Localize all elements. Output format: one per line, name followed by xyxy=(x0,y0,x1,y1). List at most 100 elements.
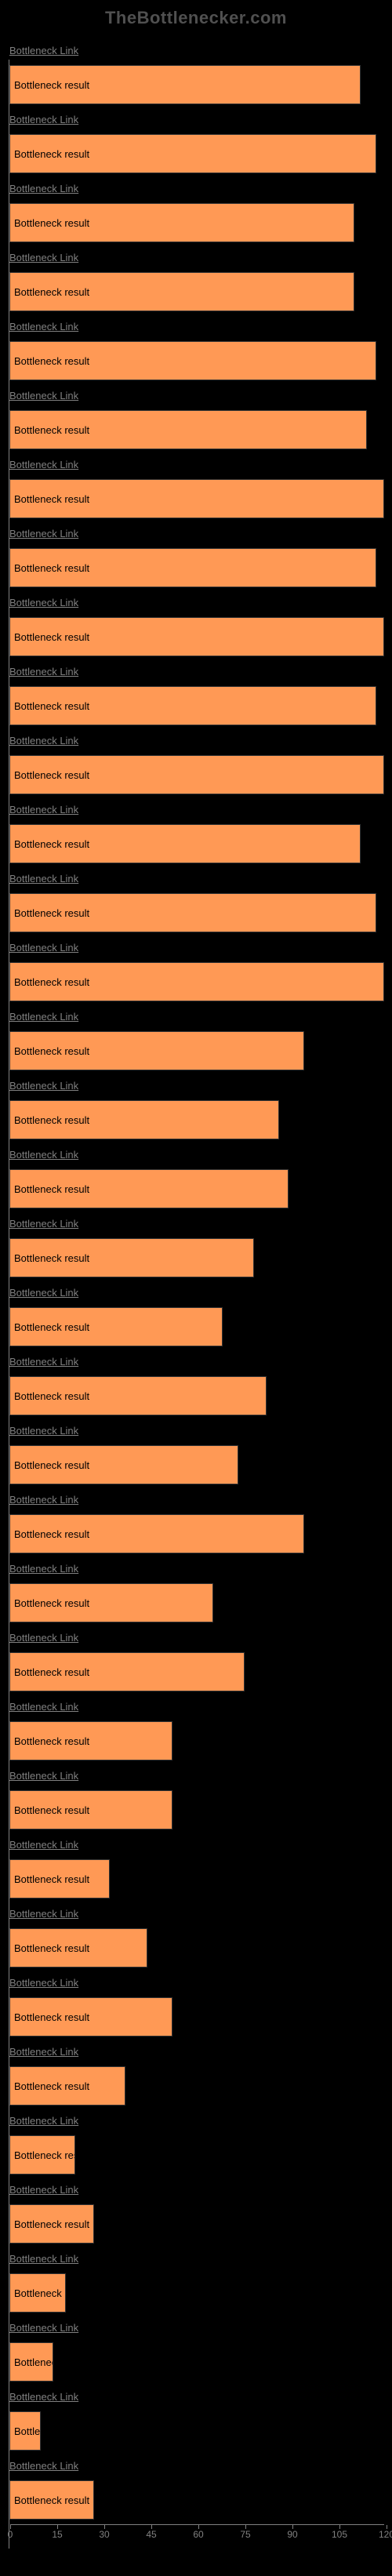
bar-link-label[interactable]: Bottleneck Link xyxy=(9,1563,78,1575)
chart-bar: Bottleneck result xyxy=(9,2411,41,2451)
bar-link-label[interactable]: Bottleneck Link xyxy=(9,2460,78,2472)
chart-bar: Bottleneck result xyxy=(9,1859,110,1898)
chart-bar: Bottleneck result xyxy=(9,272,354,311)
bar-row: Bottleneck LinkBottleneck result xyxy=(9,385,384,454)
chart-bar: Bottleneck result xyxy=(9,1790,172,1829)
bar-link-label[interactable]: Bottleneck Link xyxy=(9,1149,78,1161)
chart-bar: Bottleneck result xyxy=(9,2135,75,2175)
chart-bar: Bottleneck result xyxy=(9,1307,223,1346)
bar-row: Bottleneck LinkBottleneck result xyxy=(9,868,384,937)
x-axis-label: 30 xyxy=(99,2529,109,2540)
bar-row: Bottleneck Link Bottleneck result xyxy=(9,661,384,730)
chart-bar: Bottleneck result xyxy=(9,2342,53,2382)
bar-row: Bottleneck LinkBottleneck result xyxy=(9,2248,384,2317)
bar-row: Bottleneck Link Bottleneck result xyxy=(9,2317,384,2386)
chart-bar: Bottleneck result xyxy=(9,686,376,725)
bar-link-label[interactable]: Bottleneck Link xyxy=(9,321,78,332)
bar-row: Bottleneck LinkBottleneck result xyxy=(9,1144,384,1213)
bar-link-label[interactable]: Bottleneck Link xyxy=(9,1080,78,1092)
bar-link-label[interactable]: Bottleneck Link xyxy=(9,1977,78,1989)
chart-bar: Bottleneck result xyxy=(9,1997,172,2036)
bar-row: Bottleneck Link Bottleneck result xyxy=(9,1351,384,1420)
watermark-text: TheBottlenecker.com xyxy=(8,8,384,28)
bar-link-label[interactable]: Bottleneck Link xyxy=(9,1287,78,1299)
bar-link-label[interactable]: Bottleneck Link xyxy=(9,1356,78,1368)
bar-row: Bottleneck Link Bottleneck result xyxy=(9,937,384,1006)
bar-link-label[interactable]: Bottleneck Link xyxy=(9,2046,78,2058)
bar-link-label[interactable]: Bottleneck Link xyxy=(9,666,78,678)
bar-link-label[interactable]: Bottleneck Link xyxy=(9,942,78,954)
chart-bar: Bottleneck result xyxy=(9,65,361,104)
bar-link-label[interactable]: Bottleneck Link xyxy=(9,528,78,540)
chart-bar: Bottleneck result xyxy=(9,617,384,656)
bar-row: Bottleneck Link Bottleneck result xyxy=(9,592,384,661)
x-axis-label: 105 xyxy=(332,2529,347,2540)
chart-bar: Bottleneck result xyxy=(9,2204,94,2244)
bar-row: Bottleneck Link Bottleneck result xyxy=(9,2455,384,2524)
bar-row: Bottleneck Link Bottleneck result xyxy=(9,1696,384,1765)
bar-row: Bottleneck Link Bottleneck result xyxy=(9,1972,384,2041)
bars-container: Bottleneck Link Bottleneck result Bottlene… xyxy=(9,40,384,2524)
bar-link-label[interactable]: Bottleneck Link xyxy=(9,1632,78,1644)
bar-link-label[interactable]: Bottleneck Link xyxy=(9,1908,78,1920)
chart-bar: Bottleneck result xyxy=(9,479,384,518)
x-axis-label: 0 xyxy=(8,2529,13,2540)
bar-link-label[interactable]: Bottleneck Link xyxy=(9,804,78,816)
x-axis-labels: 0153045607590105120 xyxy=(9,2529,384,2545)
bar-link-label[interactable]: Bottleneck Link xyxy=(9,873,78,885)
bar-link-label[interactable]: Bottleneck Link xyxy=(9,45,78,56)
bar-link-label[interactable]: Bottleneck Link xyxy=(9,1425,78,1437)
chart-bar: Bottleneck result xyxy=(9,1376,267,1415)
chart-bar: Bottleneck result xyxy=(9,755,384,794)
bar-link-label[interactable]: Bottleneck Link xyxy=(9,2391,78,2403)
bar-row: Bottleneck LinkBottleneck result xyxy=(9,2041,384,2110)
bar-row: Bottleneck Link Bottleneck result xyxy=(9,1558,384,1627)
chart-bar: Bottleneck result xyxy=(9,1583,213,1622)
bar-row: Bottleneck Link Bottleneck result xyxy=(9,1489,384,1558)
chart-bar: Bottleneck result xyxy=(9,341,376,380)
bar-link-label[interactable]: Bottleneck Link xyxy=(9,2184,78,2196)
bar-row: Bottleneck Link Bottleneck result xyxy=(9,1627,384,1696)
bar-row: Bottleneck Link Bottleneck result xyxy=(9,1834,384,1903)
x-axis-label: 75 xyxy=(240,2529,250,2540)
bar-link-label[interactable]: Bottleneck Link xyxy=(9,2322,78,2334)
bar-row: Bottleneck Link Bottleneck result xyxy=(9,40,384,109)
chart-bar: Bottleneck result xyxy=(9,2480,94,2520)
bar-link-label[interactable]: Bottleneck Link xyxy=(9,114,78,125)
chart-bar: Bottleneck result xyxy=(9,1031,304,1070)
bar-link-label[interactable]: Bottleneck Link xyxy=(9,735,78,747)
bar-link-label[interactable]: Bottleneck Link xyxy=(9,1770,78,1782)
bar-link-label[interactable]: Bottleneck Link xyxy=(9,2115,78,2127)
bar-link-label[interactable]: Bottleneck Link xyxy=(9,1839,78,1851)
bar-row: Bottleneck Link Bottleneck result xyxy=(9,109,384,178)
chart-bar: Bottleneck result xyxy=(9,1928,147,1967)
bar-link-label[interactable]: Bottleneck Link xyxy=(9,459,78,471)
chart-bar: Bottleneck result xyxy=(9,1652,245,1691)
bar-link-label[interactable]: Bottleneck Link xyxy=(9,183,78,194)
chart-bar: Bottleneck result xyxy=(9,134,376,173)
bar-link-label[interactable]: Bottleneck Link xyxy=(9,1701,78,1713)
bar-link-label[interactable]: Bottleneck Link xyxy=(9,1011,78,1023)
chart-bar: Bottleneck result xyxy=(9,1514,304,1553)
bar-row: Bottleneck Link Bottleneck result xyxy=(9,2179,384,2248)
bar-link-label[interactable]: Bottleneck Link xyxy=(9,597,78,609)
bar-row: Bottleneck Link Bottleneck result xyxy=(9,1006,384,1075)
bar-row: Bottleneck LinkBottleneck result xyxy=(9,1213,384,1282)
x-axis-label: 15 xyxy=(52,2529,62,2540)
chart-bar: Bottleneck result xyxy=(9,1445,238,1484)
chart-bar: Bottleneck result xyxy=(9,1100,279,1139)
bar-row: Bottleneck Link Bottleneck result xyxy=(9,1903,384,1972)
chart-bar: Bottleneck result xyxy=(9,962,384,1001)
chart-bar: Bottleneck result xyxy=(9,1721,172,1760)
bar-row: Bottleneck Link Bottleneck result xyxy=(9,730,384,799)
bar-row: Bottleneck Link Bottleneck result xyxy=(9,454,384,523)
bar-link-label[interactable]: Bottleneck Link xyxy=(9,1218,78,1230)
bar-row: Bottleneck Link Bottleneck result xyxy=(9,1075,384,1144)
bar-link-label[interactable]: Bottleneck Link xyxy=(9,390,78,401)
x-axis-label: 90 xyxy=(287,2529,297,2540)
bar-link-label[interactable]: Bottleneck Link xyxy=(9,2253,78,2265)
bar-link-label[interactable]: Bottleneck Link xyxy=(9,1494,78,1506)
bar-row: Bottleneck Link Bottleneck result xyxy=(9,1765,384,1834)
chart-bar: Bottleneck result xyxy=(9,824,361,863)
bar-link-label[interactable]: Bottleneck Link xyxy=(9,252,78,263)
